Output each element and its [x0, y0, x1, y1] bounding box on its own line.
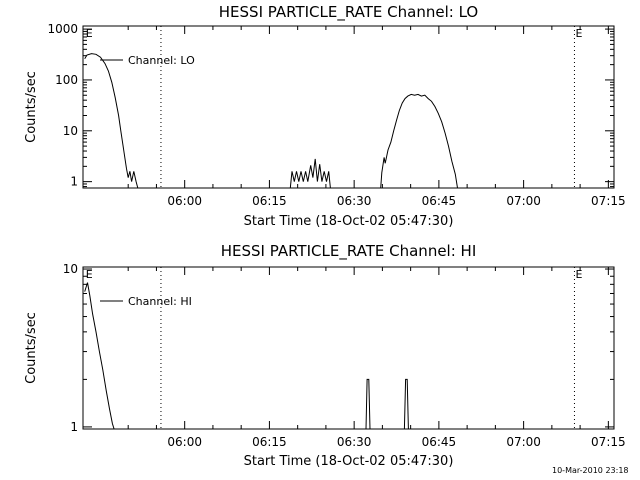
x-tick-label: 06:30 [337, 194, 372, 208]
x-tick-label: 06:30 [337, 435, 372, 449]
x-tick-label: 07:00 [506, 435, 541, 449]
y-tick-label: 1 [70, 420, 78, 434]
y-axis-label: Counts/sec [24, 71, 39, 143]
y-tick-label: 10 [63, 124, 78, 138]
time-marker-label: E [575, 268, 582, 281]
plot-frame [82, 266, 615, 430]
chart-panel-2: HESSI PARTICLE_RATE Channel: HI 06:00 06:1… [24, 242, 626, 469]
y-tick-label: 100 [55, 73, 78, 87]
plot-frame [82, 25, 615, 189]
x-tick-label: 06:00 [167, 194, 202, 208]
x-tick-label: 07:15 [591, 194, 626, 208]
x-tick-label: 06:15 [252, 435, 287, 449]
chart-title: HESSI PARTICLE_RATE Channel: HI [221, 242, 477, 261]
x-tick-label: 07:15 [591, 435, 626, 449]
y-tick-label: 1 [70, 175, 78, 189]
x-tick-label: 06:15 [252, 194, 287, 208]
x-tick-label: 06:45 [422, 194, 457, 208]
series-line-segment [84, 282, 115, 429]
time-marker-label: E [86, 27, 93, 40]
series-line-segment [84, 53, 139, 188]
x-tick-label: 07:00 [506, 194, 541, 208]
legend-label: Channel: LO [128, 54, 195, 67]
chart-title: HESSI PARTICLE_RATE Channel: LO [219, 3, 478, 22]
legend-label: Channel: HI [128, 295, 192, 308]
y-tick-label: 1000 [47, 22, 78, 36]
y-axis-label: Counts/sec [24, 312, 39, 384]
time-marker-label: E [86, 268, 93, 281]
y-tick-label: 10 [63, 262, 78, 276]
x-tick-label: 06:45 [422, 435, 457, 449]
series-line-segment [380, 93, 458, 188]
series-line-segment [365, 378, 371, 429]
time-marker-label: E [575, 27, 582, 40]
x-tick-label: 06:00 [167, 435, 202, 449]
footer-timestamp: 10-Mar-2010 23:18 [552, 466, 629, 475]
x-axis-label: Start Time (18-Oct-02 05:47:30) [244, 454, 454, 469]
series-line-segment [403, 378, 409, 429]
chart-panel-1: HESSI PARTICLE_RATE Channel: LO 06:00 06:1… [24, 3, 626, 229]
series-line-segment [289, 158, 331, 188]
x-axis-label: Start Time (18-Oct-02 05:47:30) [244, 214, 454, 229]
